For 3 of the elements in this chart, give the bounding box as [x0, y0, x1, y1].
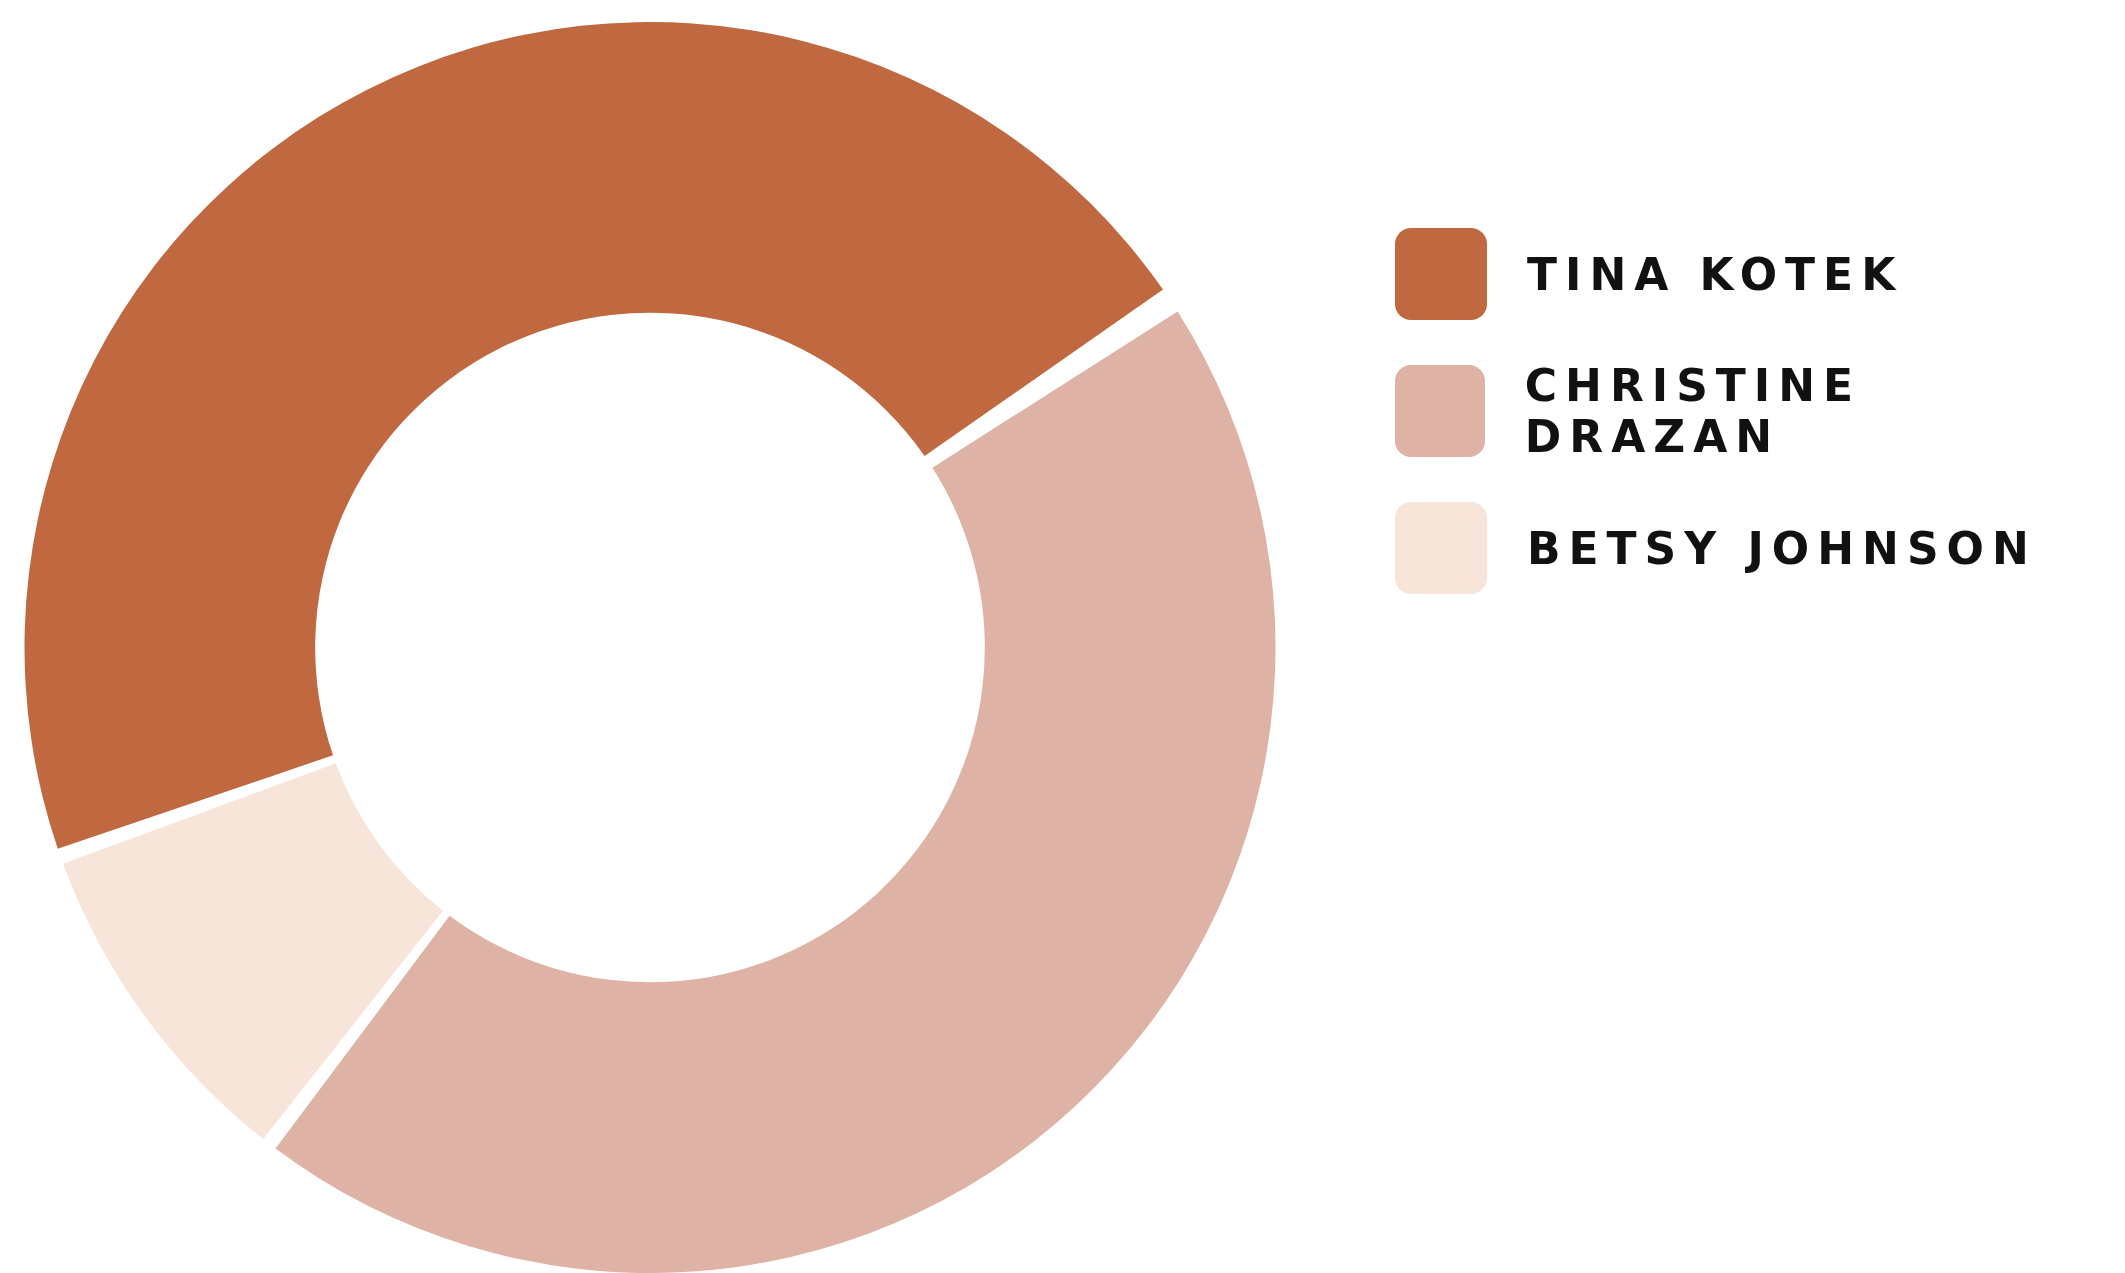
legend-label: TINA KOTEK — [1527, 248, 1904, 300]
legend-label: BETSY JOHNSON — [1527, 522, 2037, 574]
legend-label: CHRISTINE DRAZAN — [1524, 360, 1863, 462]
